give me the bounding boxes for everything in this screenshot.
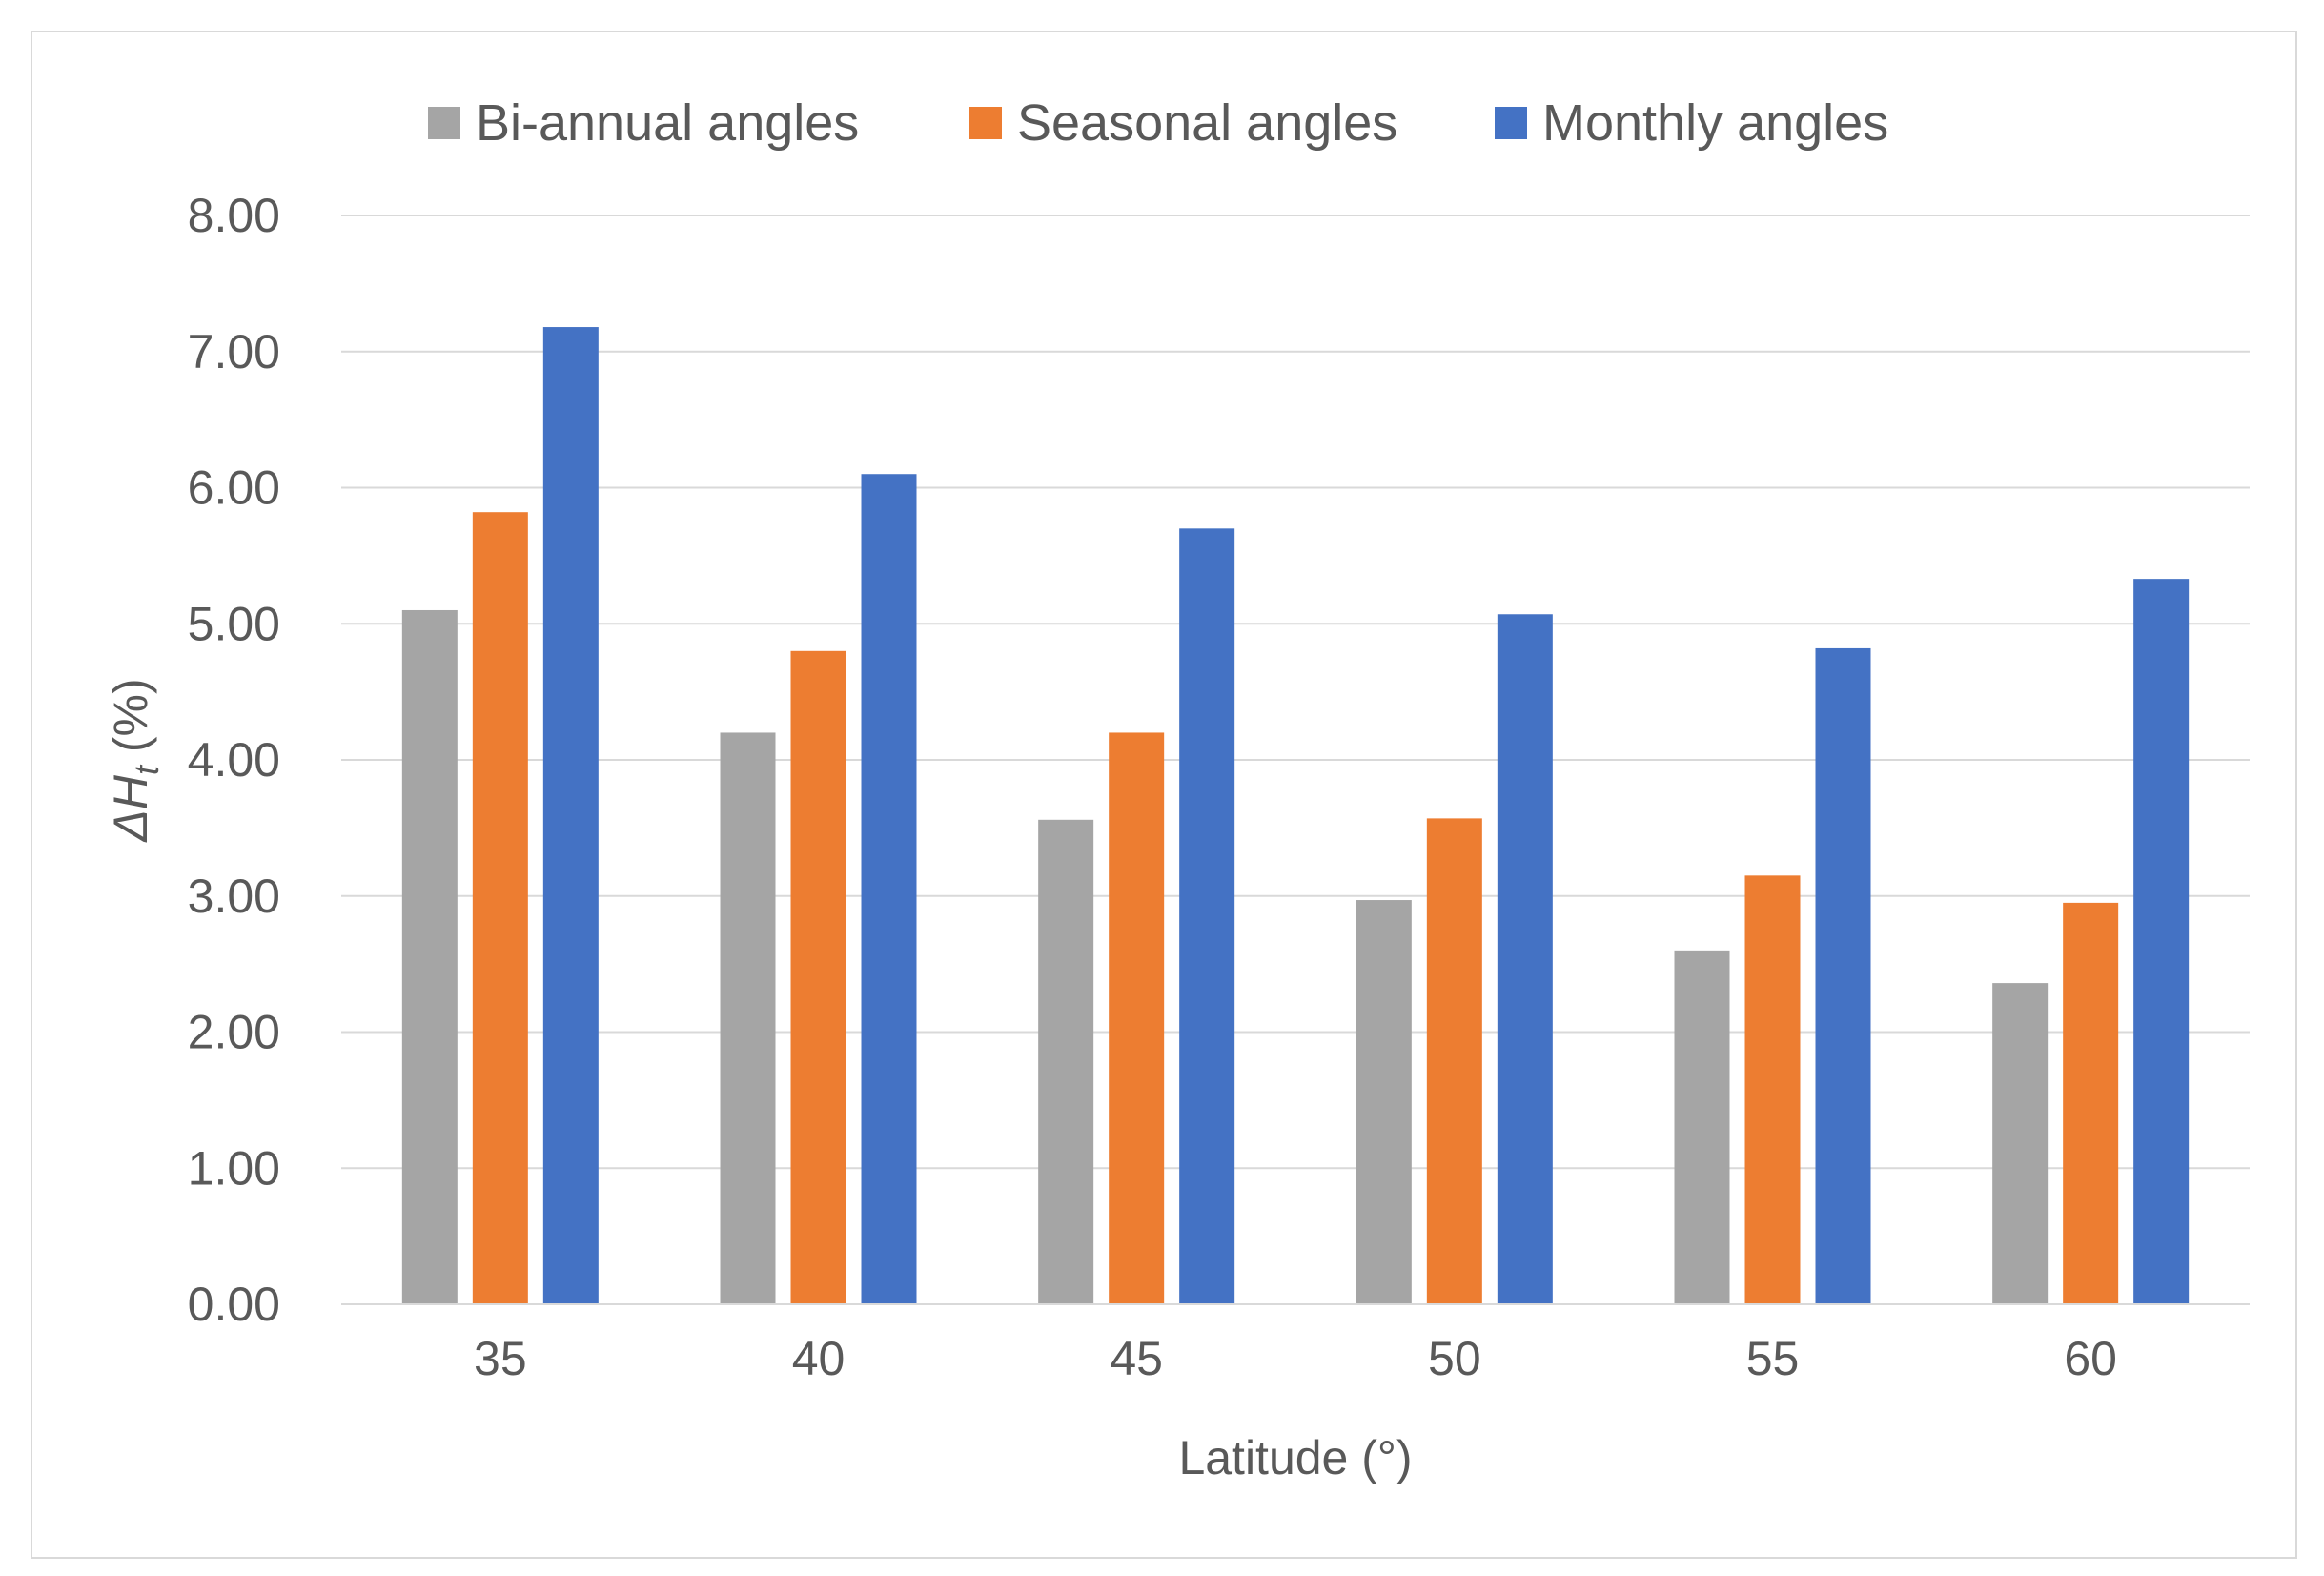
bar-bi-annual-angles-40 — [720, 732, 776, 1304]
gridlines — [341, 215, 2250, 1170]
chart: Bi-annual angles Seasonal angles Monthly a… — [104, 94, 2250, 1484]
y-tick-label: 3.00 — [188, 870, 280, 923]
bar-monthly-angles-45 — [1179, 528, 1235, 1304]
legend-label: Bi-annual angles — [476, 94, 859, 152]
bar-seasonal-angles-35 — [472, 512, 528, 1304]
y-tick-label: 8.00 — [188, 189, 280, 242]
bar-monthly-angles-55 — [1815, 647, 1871, 1304]
bars — [401, 327, 2190, 1305]
y-axis-ticks: 0.00 1.00 2.00 3.00 4.00 5.00 6.00 7.00 8.00 — [188, 189, 280, 1331]
legend-label: Seasonal angles — [1017, 94, 1397, 152]
x-tick-label: 60 — [2064, 1332, 2117, 1385]
bar-monthly-angles-50 — [1497, 614, 1553, 1304]
bar-bi-annual-angles-55 — [1674, 950, 1730, 1304]
bar-monthly-angles-35 — [542, 327, 599, 1305]
bar-bi-annual-angles-50 — [1356, 900, 1412, 1304]
bar-bi-annual-angles-60 — [1992, 983, 2049, 1304]
y-axis-title: ΔHt (%) — [104, 678, 166, 842]
y-tick-label: 6.00 — [188, 461, 280, 515]
bar-seasonal-angles-50 — [1426, 818, 1482, 1304]
y-axis-title-prefix: ΔH — [104, 774, 157, 843]
x-tick-label: 50 — [1428, 1332, 1481, 1385]
x-axis-title: Latitude (°) — [1178, 1431, 1412, 1484]
y-axis-title-suffix: (%) — [104, 678, 157, 766]
y-tick-label: 2.00 — [188, 1006, 280, 1059]
x-tick-label: 40 — [792, 1332, 846, 1385]
bar-seasonal-angles-40 — [790, 650, 846, 1304]
bar-seasonal-angles-55 — [1744, 875, 1801, 1304]
legend: Bi-annual angles Seasonal angles Monthly a… — [428, 94, 1888, 152]
x-tick-label: 45 — [1110, 1332, 1163, 1385]
y-tick-label: 7.00 — [188, 325, 280, 379]
legend-label: Monthly angles — [1542, 94, 1888, 152]
legend-swatch — [969, 107, 1002, 139]
bar-bi-annual-angles-35 — [401, 609, 458, 1304]
x-tick-label: 55 — [1746, 1332, 1800, 1385]
y-tick-label: 1.00 — [188, 1141, 280, 1195]
y-tick-label: 5.00 — [188, 597, 280, 650]
bar-monthly-angles-60 — [2133, 579, 2190, 1304]
legend-swatch — [1495, 107, 1527, 139]
bar-seasonal-angles-60 — [2063, 902, 2119, 1304]
y-tick-label: 4.00 — [188, 733, 280, 787]
x-axis-ticks: 35 40 45 50 55 60 — [474, 1332, 2117, 1385]
bar-seasonal-angles-45 — [1109, 732, 1165, 1304]
y-axis-title-subscript: t — [127, 764, 166, 775]
legend-swatch — [428, 107, 460, 139]
bar-monthly-angles-40 — [861, 474, 917, 1305]
bar-bi-annual-angles-45 — [1038, 819, 1094, 1304]
y-tick-label: 0.00 — [188, 1278, 280, 1331]
x-tick-label: 35 — [474, 1332, 527, 1385]
chart-frame: Bi-annual angles Seasonal angles Monthly a… — [31, 31, 2297, 1559]
